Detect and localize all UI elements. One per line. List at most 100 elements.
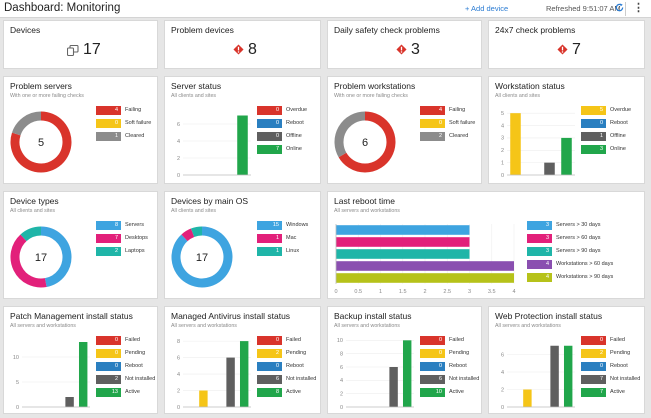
bar-workstations-60-days[interactable]: [336, 261, 514, 271]
toolbar-divider: [625, 2, 626, 16]
donut-slice-failing[interactable]: [338, 111, 396, 173]
y-tick-label: 4: [501, 370, 504, 376]
legend-value: 0: [581, 119, 606, 128]
devices-by-os-card[interactable]: Devices by main OS All clients and sites…: [164, 191, 321, 299]
problem-servers-card[interactable]: Problem servers With one or more failing…: [3, 76, 158, 184]
donut-slice-laptops[interactable]: [20, 226, 42, 242]
workstation-status-chart: 0 1 2 3 4 5: [501, 111, 575, 179]
donut-slice-cleared[interactable]: [334, 111, 366, 158]
legend-value: 2: [96, 375, 121, 384]
bar-not-installed[interactable]: [389, 367, 398, 407]
legend-label: Pending: [286, 350, 307, 356]
legend-value: 0: [96, 349, 121, 358]
y-tick-label: 4: [340, 378, 343, 384]
legend-label: Soft failure: [449, 120, 476, 126]
refresh-icon[interactable]: [615, 3, 624, 12]
legend-value: 7: [257, 145, 282, 154]
devices-by-os-donut: 17: [171, 226, 233, 288]
bar-active[interactable]: [402, 340, 412, 407]
legend-label: Online: [286, 146, 302, 152]
legend-label: Cleared: [125, 133, 145, 139]
legend-value: 1: [96, 132, 121, 141]
x-tick-label: 4: [512, 289, 515, 295]
legend-value: 8: [257, 388, 282, 397]
bar-overdue[interactable]: [510, 113, 521, 175]
managed-antivirus-card[interactable]: Managed Antivirus install status All ser…: [164, 306, 321, 414]
bar-workstations-90-days[interactable]: [336, 273, 514, 283]
donut-slice-failing[interactable]: [10, 111, 72, 173]
legend-label: Not installed: [125, 376, 156, 382]
server-status-card[interactable]: Server status All clients and sites 0 2 4 6…: [164, 76, 321, 184]
y-tick-label: 0: [501, 173, 504, 179]
bar-pending[interactable]: [199, 390, 208, 407]
donut-slice-windows[interactable]: [171, 226, 233, 288]
patch-management-card[interactable]: Patch Management install status All serv…: [3, 306, 158, 414]
legend-value: 1: [581, 132, 606, 141]
bar-not-installed[interactable]: [550, 345, 559, 407]
legend-label: Failing: [449, 107, 466, 113]
bar-servers-60-days[interactable]: [336, 237, 470, 247]
card-title: Workstation status: [495, 81, 565, 91]
legend-value: 0: [257, 119, 282, 128]
bar-online[interactable]: [561, 137, 572, 175]
x-tick-label: 0.5: [354, 289, 362, 295]
legend-value: 4: [96, 106, 121, 115]
y-tick-label: 4: [501, 123, 504, 129]
bar-online[interactable]: [237, 115, 248, 176]
backup-card[interactable]: Backup install status All servers and wo…: [327, 306, 482, 414]
devices-card[interactable]: Devices 17: [3, 20, 158, 69]
bar-servers-30-days[interactable]: [336, 225, 470, 235]
bar-active[interactable]: [563, 345, 573, 407]
last-reboot-card[interactable]: Last reboot time All servers and worksta…: [327, 191, 645, 299]
legend-value: 3: [581, 145, 606, 154]
bar-not-installed[interactable]: [65, 397, 74, 407]
legend-label: Not installed: [286, 376, 317, 382]
donut-slice-cleared[interactable]: [11, 111, 42, 136]
legend-value: 10: [420, 388, 445, 397]
legend-value: 0: [420, 119, 445, 128]
y-tick-label: 5: [501, 111, 504, 117]
more-options-icon[interactable]: ⋮: [633, 2, 644, 14]
problem-workstations-card[interactable]: Problem workstations With one or more fa…: [327, 76, 482, 184]
legend-value: 4: [527, 260, 552, 269]
bar-pending[interactable]: [523, 389, 532, 408]
legend-value: 3: [527, 234, 552, 243]
x-tick-label: 2.5: [443, 289, 451, 295]
x-tick-label: 3: [468, 289, 471, 295]
bar-active[interactable]: [239, 341, 249, 407]
legend-value: 2: [96, 247, 121, 256]
workstation-status-card[interactable]: Workstation status All clients and sites…: [488, 76, 645, 184]
last-reboot-chart: 0 0.5 1 1.5 2 2.5 3 3.5 4: [334, 224, 516, 295]
card-subtitle: All clients and sites: [171, 93, 217, 99]
y-tick-label: 2: [340, 391, 343, 397]
y-tick-label: 0: [340, 405, 343, 411]
legend-label: Pending: [610, 350, 631, 356]
y-tick-label: 4: [177, 372, 180, 378]
y-tick-label: 6: [340, 365, 343, 371]
bar-active[interactable]: [78, 342, 88, 407]
bar-not-installed[interactable]: [226, 357, 235, 407]
card-title: Web Protection install status: [495, 311, 603, 321]
y-tick-label: 1: [501, 160, 504, 166]
donut-slice-desktops[interactable]: [10, 234, 47, 288]
legend-label: Pending: [125, 350, 146, 356]
x-tick-label: 3.5: [488, 289, 496, 295]
donut-slice-linux[interactable]: [190, 226, 203, 238]
donut-slice-mac[interactable]: [181, 228, 195, 242]
donut-center-total: 5: [38, 137, 44, 149]
web-protection-card[interactable]: Web Protection install status All server…: [488, 306, 645, 414]
bar-offline[interactable]: [544, 162, 555, 175]
daily-safety-check-card[interactable]: Daily safety check problems 3: [327, 20, 482, 69]
add-device-button[interactable]: + Add device: [465, 4, 509, 13]
donut-slice-servers[interactable]: [40, 226, 72, 287]
problem-devices-card[interactable]: Problem devices 8: [164, 20, 321, 69]
legend-value: 7: [581, 375, 606, 384]
y-tick-label: 6: [177, 355, 180, 361]
problem-devices-count: 8: [248, 41, 257, 58]
check-24x7-card[interactable]: 24x7 check problems 7: [488, 20, 645, 69]
legend-value: 6: [420, 375, 445, 384]
bar-servers-90-days[interactable]: [336, 249, 470, 259]
legend-label: Reboot: [125, 363, 143, 369]
legend-label: Online: [610, 146, 626, 152]
